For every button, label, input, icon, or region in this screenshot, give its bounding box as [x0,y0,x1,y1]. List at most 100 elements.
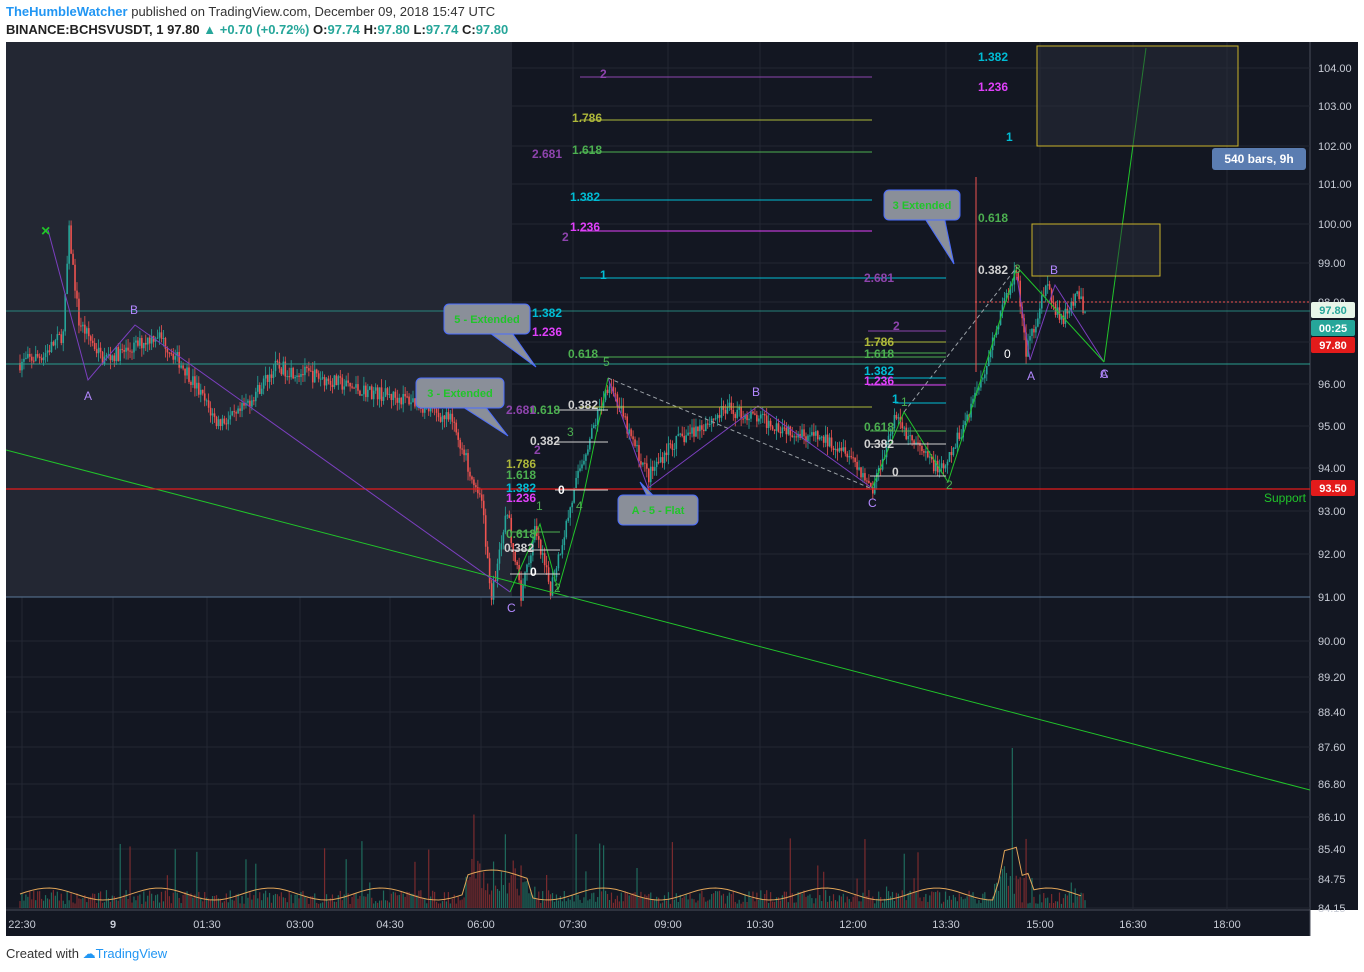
candle-body [569,507,571,518]
volume-bar [978,900,980,908]
symbol-label[interactable]: BINANCE:BCHSVUSDT, 1 [6,22,164,37]
volume-bar [893,900,896,908]
volume-bar [652,899,654,908]
candle-body [172,353,175,360]
volume-bar [854,894,856,908]
candle-body [447,412,450,420]
author-link[interactable]: TheHumbleWatcher [6,4,128,19]
volume-bar [325,894,328,908]
time-axis-background[interactable] [6,910,1310,936]
volume-bar [306,897,308,908]
volume-bar [526,880,528,908]
candle-body [646,463,648,469]
candle-body [36,354,39,357]
candle-body [813,432,815,436]
target-box-small [1031,223,1161,277]
volume-bar [966,896,968,908]
volume-bar [715,890,717,908]
wave-label: 2 [946,478,953,492]
time-tick-label: 06:00 [467,919,495,931]
candle-body [730,402,733,410]
volume-bar [559,896,561,908]
volume-bar [862,892,864,908]
volume-bar [1003,866,1006,908]
candle-body [21,361,23,371]
volume-bar [42,900,45,908]
volume-bar [524,881,526,908]
volume-bar [996,882,998,908]
volume-bar [911,893,913,908]
price-chart[interactable]: 1.3821.236121.7861.6182.6811.3821.236210… [0,42,1364,938]
volume-bar [331,894,334,908]
volume-bar [728,892,730,908]
candle-body [932,459,935,472]
volume-bar [510,875,512,908]
volume-bar [451,898,453,908]
volume-bar [797,891,799,908]
candle-body [30,356,33,361]
price-axis: 104.00103.00102.00101.00100.0099.0098.00… [1311,63,1355,915]
volume-bar [685,893,687,908]
volume-bar [113,896,115,908]
volume-bar [19,901,21,908]
volume-bar [644,894,646,908]
wave-label: A [1100,367,1108,381]
candle-body [422,408,424,413]
time-tick-label: 13:30 [932,919,960,931]
volume-bar [1031,877,1033,908]
volume-bar [925,893,927,908]
candle-body [70,225,72,254]
candle-body [475,485,477,488]
candle-body [634,439,636,447]
candle-body [689,432,691,434]
fib-label-right: 0.382 [864,437,894,451]
low-value: 97.74 [425,22,459,37]
candle-body [1048,284,1051,290]
volume-bar [441,901,444,908]
volume-bar [948,895,951,908]
fib-label-top: 1.382 [978,50,1008,64]
candle-body [657,461,660,463]
volume-bar [386,900,389,908]
candle-body [673,448,676,450]
price-axis-background[interactable] [1310,42,1358,910]
candle-body [243,402,245,406]
volume-bar [827,901,829,908]
volume-bar [219,898,222,908]
volume-bar [204,892,206,908]
candle-body [596,410,599,425]
volume-bar [192,897,194,908]
candle-body [141,338,143,349]
volume-bar [1052,902,1055,908]
candle-body [671,444,674,450]
fib-label-mid: 2.681 [532,147,562,161]
volume-bar [422,898,424,908]
candle-body [754,413,756,415]
tradingview-logo-icon[interactable]: ☁ [82,946,96,961]
wave-label: 2 [554,581,561,595]
candle-body [944,465,947,469]
volume-bar [811,898,813,908]
volume-bar [123,894,125,908]
tradingview-brand[interactable]: TradingView [95,946,168,961]
volume-bar [288,891,290,908]
volume-bar [624,891,626,908]
candle-body [966,414,968,422]
volume-bar [557,900,560,908]
candle-body [608,386,611,394]
volume-bar [286,902,288,908]
volume-bar [74,903,76,908]
volume-bar [834,900,837,908]
candle-body [537,536,540,540]
candle-body [1005,292,1008,299]
volume-bar [799,892,801,908]
candle-body [86,328,88,334]
volume-bar [942,901,945,908]
candle-body [471,476,473,480]
candle-body [227,419,230,425]
volume-bar [408,892,410,908]
volume-bar [561,901,563,908]
volume-bar [388,902,391,908]
candle-body [856,461,858,470]
volume-bar [221,902,223,908]
